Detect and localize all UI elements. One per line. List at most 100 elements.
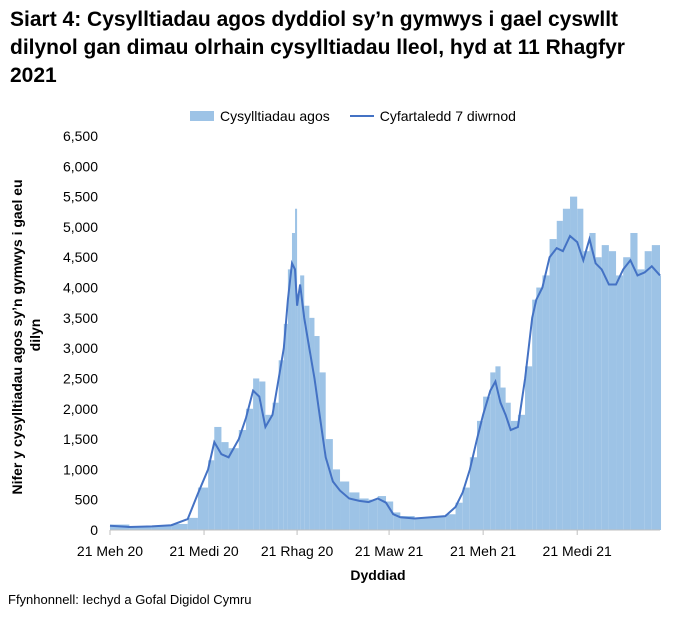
bar-series — [110, 196, 662, 531]
x-tick-label: 21 Rhag 20 — [261, 543, 334, 559]
bar — [400, 516, 415, 530]
bar — [171, 523, 188, 530]
legend: Cysylltiadau agos Cyfartaledd 7 diwrnod — [190, 108, 536, 124]
y-tick-label: 500 — [75, 492, 99, 508]
x-tick-label: 21 Maw 21 — [355, 543, 424, 559]
bar — [349, 492, 360, 530]
bar — [517, 414, 526, 530]
x-tick-label: 21 Meh 20 — [77, 543, 143, 559]
y-tick-label: 1,000 — [63, 461, 98, 477]
y-tick-label: 3,000 — [63, 340, 98, 356]
y-tick-label: 5,500 — [63, 189, 98, 205]
bar — [197, 487, 209, 530]
bar — [532, 299, 537, 530]
bar — [414, 517, 432, 530]
legend-swatch-bars — [190, 111, 214, 121]
bar — [536, 287, 543, 530]
bar — [259, 381, 266, 530]
bar — [377, 496, 387, 530]
y-tick-label: 1,500 — [63, 431, 98, 447]
bar — [577, 208, 584, 530]
y-tick-label: 4,000 — [63, 280, 98, 296]
bar — [287, 269, 292, 530]
bar — [319, 372, 326, 530]
bar — [469, 457, 478, 530]
source-note: Ffynhonnell: Iechyd a Gofal Digidol Cymr… — [8, 592, 252, 607]
y-tick-label: 6,500 — [63, 128, 98, 144]
bar — [272, 402, 279, 530]
bar — [455, 502, 463, 530]
y-tick-label: 2,500 — [63, 370, 98, 386]
y-tick-label: 6,000 — [63, 158, 98, 174]
bar — [208, 460, 215, 530]
y-tick-label: 4,500 — [63, 249, 98, 265]
bar — [651, 245, 660, 530]
bar — [589, 232, 596, 530]
bar — [562, 208, 571, 530]
bar — [309, 317, 315, 530]
y-axis-ticks: 0 500 1,000 1,500 2,000 2,500 3,000 3,500 4,000 4… — [63, 128, 98, 538]
bar — [393, 512, 401, 530]
bar — [187, 517, 198, 530]
bar — [291, 232, 296, 530]
x-tick-label: 21 Medi 21 — [543, 543, 612, 559]
bar — [386, 501, 394, 530]
bar — [608, 251, 617, 530]
bar — [660, 275, 662, 530]
bar — [238, 429, 246, 530]
bar — [462, 487, 470, 530]
legend-item-bars: Cysylltiadau agos — [190, 108, 330, 124]
bar — [340, 481, 350, 530]
bar — [477, 420, 484, 530]
bar — [490, 372, 496, 530]
bar — [445, 514, 456, 530]
legend-label-line: Cyfartaledd 7 diwrnod — [379, 108, 516, 124]
legend-swatch-line — [349, 115, 374, 117]
bar — [570, 196, 578, 530]
bar — [510, 420, 518, 530]
bar — [283, 323, 288, 530]
bar — [359, 498, 369, 530]
bar — [325, 439, 333, 530]
bar — [500, 387, 506, 530]
bar — [623, 257, 631, 530]
bar — [505, 402, 511, 530]
bar — [221, 442, 229, 530]
y-tick-label: 5,000 — [63, 219, 98, 235]
bar — [265, 414, 273, 530]
bar — [495, 366, 501, 530]
bar — [300, 275, 305, 530]
y-tick-label: 3,500 — [63, 310, 98, 326]
y-tick-label: 0 — [90, 522, 98, 538]
bar — [483, 396, 491, 530]
bar — [151, 525, 172, 530]
bar — [637, 269, 645, 530]
bar — [431, 516, 446, 530]
bar — [368, 499, 378, 530]
bar — [295, 208, 298, 530]
bar — [332, 469, 341, 530]
bar — [214, 426, 222, 530]
bar — [245, 408, 254, 530]
bar — [601, 245, 609, 530]
bar — [525, 366, 533, 530]
legend-label-bars: Cysylltiadau agos — [220, 108, 330, 124]
bar — [129, 526, 152, 530]
chart-title: Siart 4: Cysylltiadau agos dyddiol sy’n … — [10, 8, 625, 87]
y-tick-label: 2,000 — [63, 401, 98, 417]
bar — [556, 220, 563, 530]
bar — [297, 293, 301, 530]
bar — [542, 275, 550, 530]
bar — [314, 336, 320, 530]
bar — [616, 275, 624, 530]
bar — [228, 448, 239, 530]
bar — [253, 378, 260, 530]
legend-item-line: Cyfartaledd 7 diwrnod — [349, 108, 516, 124]
y-axis-title: Nifer y cysylltiadau agos sy’n gymwys i … — [9, 175, 43, 494]
x-tick-label: 21 Medi 20 — [169, 543, 238, 559]
bar — [304, 305, 310, 530]
average-line — [109, 234, 661, 529]
bar — [549, 239, 557, 531]
bar — [644, 251, 652, 530]
